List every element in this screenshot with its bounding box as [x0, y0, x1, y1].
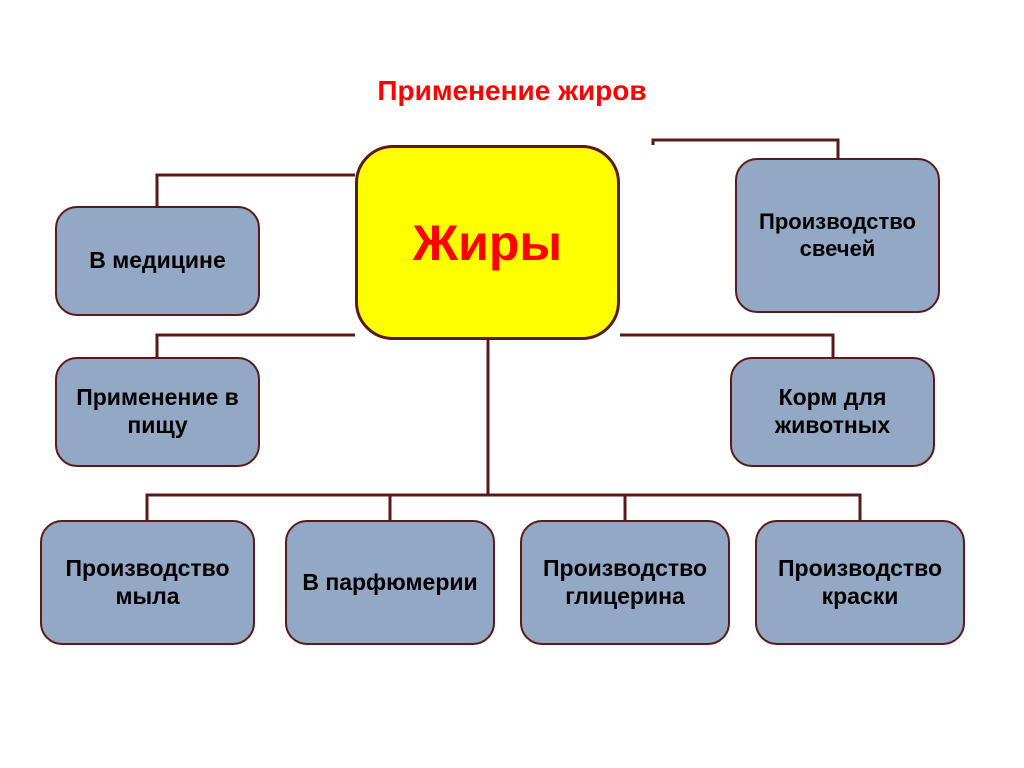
child-node-candles: Производство свечей — [735, 158, 940, 313]
child-node-paint: Производство краски — [755, 520, 965, 645]
child-node-perfume: В парфюмерии — [285, 520, 495, 645]
child-node-soap: Производство мыла — [40, 520, 255, 645]
root-node: Жиры — [355, 145, 620, 340]
diagram-canvas: Применение жиров Жиры В медицине Производ… — [0, 0, 1024, 768]
child-node-medicine: В медицине — [55, 206, 260, 316]
diagram-title: Применение жиров — [0, 75, 1024, 107]
child-node-feed: Корм для животных — [730, 357, 935, 467]
child-node-glycerin: Производство глицерина — [520, 520, 730, 645]
child-node-food: Применение в пищу — [55, 357, 260, 467]
